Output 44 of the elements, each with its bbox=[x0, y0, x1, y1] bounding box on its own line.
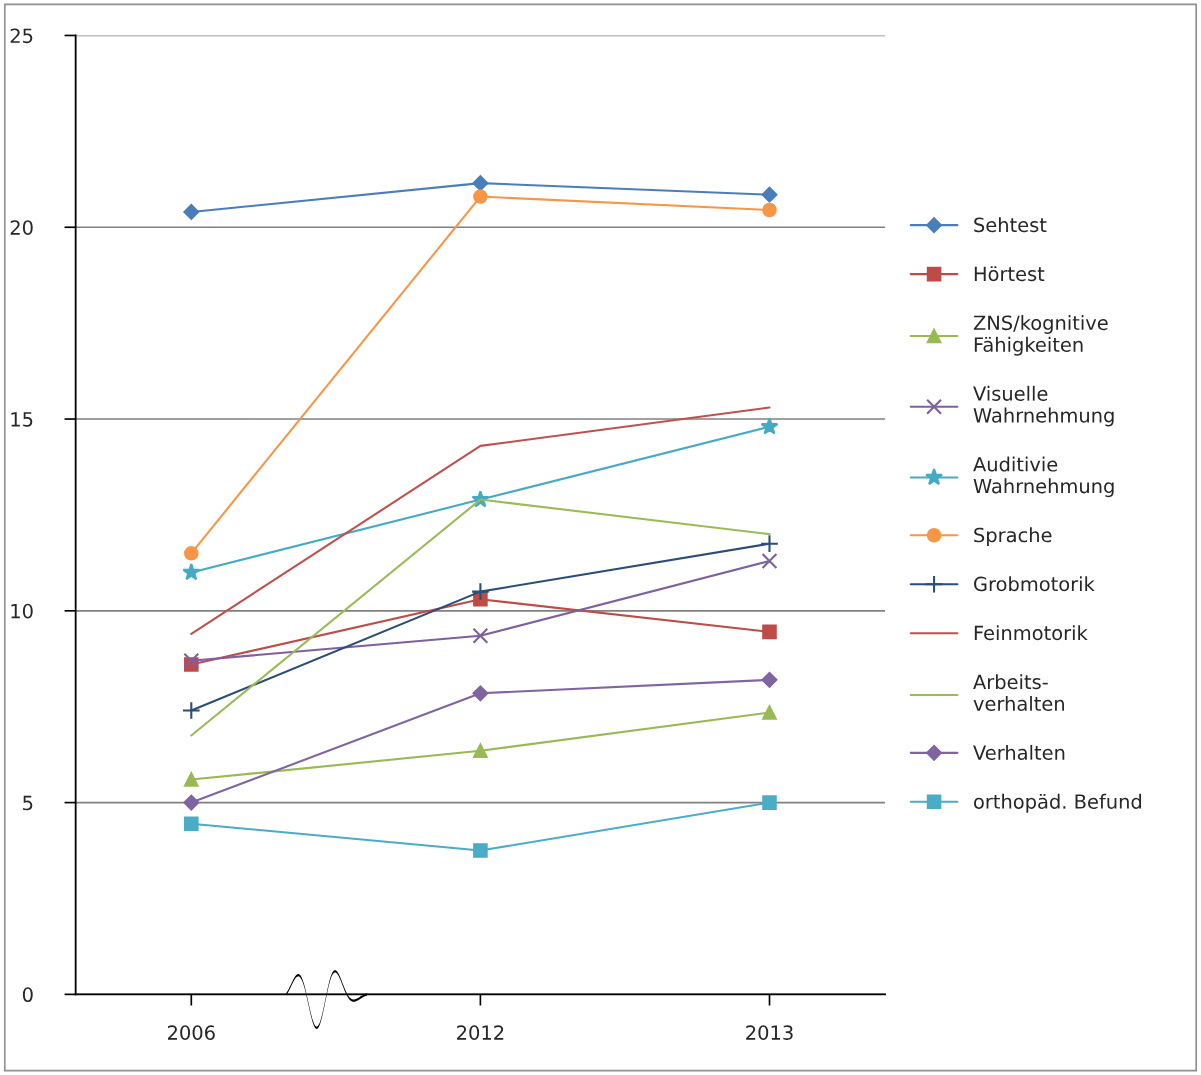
legend-label: Grobmotorik bbox=[974, 576, 1095, 592]
y-tick-label: 20 bbox=[10, 220, 33, 235]
point bbox=[473, 743, 488, 759]
x-tick-label: 2012 bbox=[457, 1025, 504, 1040]
y-tick-label: 25 bbox=[10, 28, 33, 44]
legend-label: Auditivie Wahrnehmung bbox=[973, 456, 1114, 498]
y-tick-label: 15 bbox=[11, 412, 33, 427]
point bbox=[761, 671, 778, 688]
legend-label: Hörtest bbox=[974, 266, 1045, 282]
point bbox=[762, 624, 777, 640]
point bbox=[472, 175, 489, 192]
point bbox=[762, 795, 777, 810]
y-tick-label: 5 bbox=[23, 795, 33, 811]
point bbox=[183, 794, 200, 811]
legend-label: Visuelle Wahrnehmung bbox=[973, 385, 1114, 427]
point bbox=[760, 417, 779, 435]
point bbox=[761, 552, 778, 569]
legend-label: ZNS/kognitive Fähigkeiten bbox=[973, 315, 1108, 356]
point bbox=[182, 563, 201, 581]
point bbox=[183, 204, 200, 220]
point bbox=[184, 816, 199, 831]
y-tick-label: 0 bbox=[22, 987, 33, 1003]
legend-label: Verhalten bbox=[973, 744, 1065, 760]
point bbox=[471, 582, 490, 602]
point bbox=[473, 843, 488, 858]
x-tick-label: 2006 bbox=[167, 1025, 215, 1040]
point bbox=[183, 652, 200, 669]
point bbox=[472, 627, 489, 644]
point bbox=[473, 189, 488, 204]
legend-label: Sprache bbox=[974, 527, 1052, 547]
point bbox=[184, 772, 199, 787]
legend-label: orthopäd. Befund bbox=[974, 793, 1142, 813]
y-tick-label: 10 bbox=[11, 603, 33, 619]
point bbox=[762, 705, 777, 720]
legend-label: Sehtest bbox=[974, 217, 1047, 233]
point bbox=[184, 545, 199, 561]
point bbox=[762, 202, 777, 218]
legend-label: Arbeits- verhalten bbox=[973, 674, 1064, 711]
legend-label: Feinmotorik bbox=[974, 625, 1088, 641]
x-tick-label: 2013 bbox=[746, 1025, 793, 1040]
point bbox=[472, 685, 489, 702]
point bbox=[181, 701, 201, 720]
point bbox=[761, 186, 778, 203]
point bbox=[760, 534, 779, 554]
